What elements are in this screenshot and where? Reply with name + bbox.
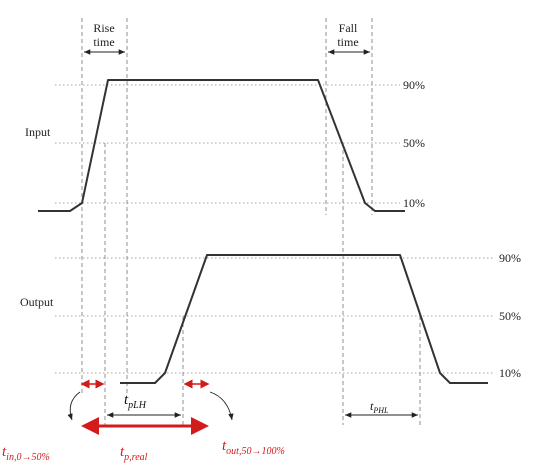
fall-label: Fall bbox=[339, 21, 358, 35]
red-arrows bbox=[80, 379, 210, 435]
level-label: 90% bbox=[403, 78, 425, 92]
pointer-arrows bbox=[67, 391, 234, 421]
input-waveform bbox=[38, 79, 405, 212]
guide-lines bbox=[81, 18, 421, 425]
tplh-label: tpLH bbox=[124, 392, 147, 411]
fall-label: time bbox=[337, 35, 358, 49]
tin-label: tin,0→50% bbox=[2, 444, 50, 463]
level-label: 10% bbox=[499, 366, 521, 380]
level-label: 10% bbox=[403, 196, 425, 210]
level-label: 50% bbox=[403, 136, 425, 150]
output-label: Output bbox=[20, 295, 54, 309]
level-lines bbox=[55, 84, 495, 374]
rise-label: time bbox=[93, 35, 114, 49]
tpreal-label: tp,real bbox=[120, 444, 148, 463]
tphl-label: tPHL bbox=[370, 399, 389, 415]
level-label: 90% bbox=[499, 251, 521, 265]
level-label: 50% bbox=[499, 309, 521, 323]
tout-label: tout,50→100% bbox=[222, 438, 285, 457]
rise-label: Rise bbox=[93, 21, 114, 35]
input-label: Input bbox=[25, 125, 51, 139]
output-waveform bbox=[120, 254, 488, 384]
